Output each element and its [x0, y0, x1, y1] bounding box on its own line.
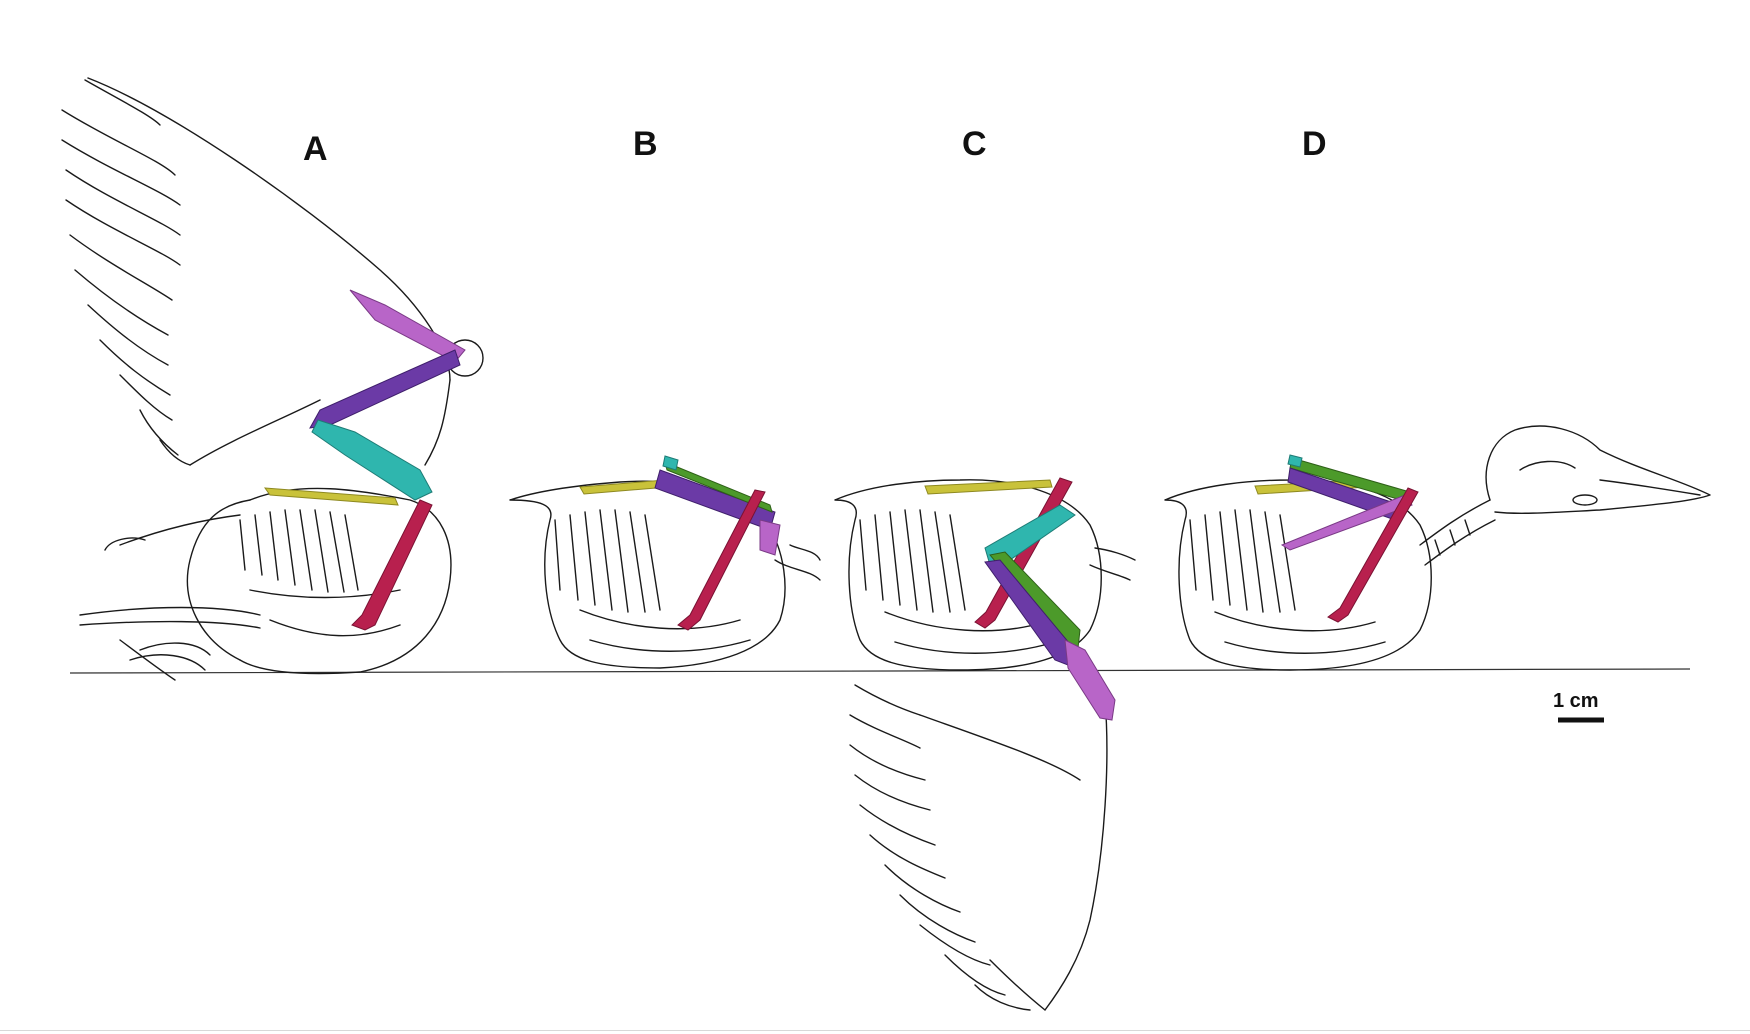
- panel-a-scapula: [263, 487, 399, 506]
- panel-d-radius: [1287, 454, 1303, 468]
- panel-a-coracoid: [351, 499, 433, 631]
- panel-a-wing-bones: [309, 289, 466, 501]
- panel-a-wing: [61, 77, 484, 466]
- scale-bar-label: 1 cm: [1553, 690, 1599, 712]
- panel-c-wing: [849, 684, 1108, 1011]
- panel-c-manus: [1064, 639, 1116, 721]
- panel-d-drawing: [1164, 425, 1711, 671]
- panel-label-c: C: [962, 125, 987, 163]
- panel-c-drawing: [834, 477, 1136, 1011]
- panel-label-d: D: [1302, 125, 1327, 163]
- panel-b-coracoid: [677, 489, 766, 631]
- panel-c-body: [834, 479, 1136, 671]
- panel-c-scapula: [924, 479, 1053, 495]
- panel-b-body: [509, 480, 821, 669]
- ground-line: [69, 668, 1691, 674]
- panel-d-coracoid: [1327, 487, 1419, 623]
- bottom-divider: [0, 1030, 1750, 1031]
- panel-b-manus: [759, 519, 781, 556]
- panel-a-drawing: [61, 77, 484, 681]
- panel-label-b: B: [633, 125, 658, 163]
- panel-a-body: [79, 487, 452, 681]
- panel-d-body: [1164, 425, 1711, 671]
- panel-b-drawing: [509, 455, 821, 669]
- panel-label-a: A: [303, 130, 328, 168]
- panel-b-radius: [662, 455, 679, 471]
